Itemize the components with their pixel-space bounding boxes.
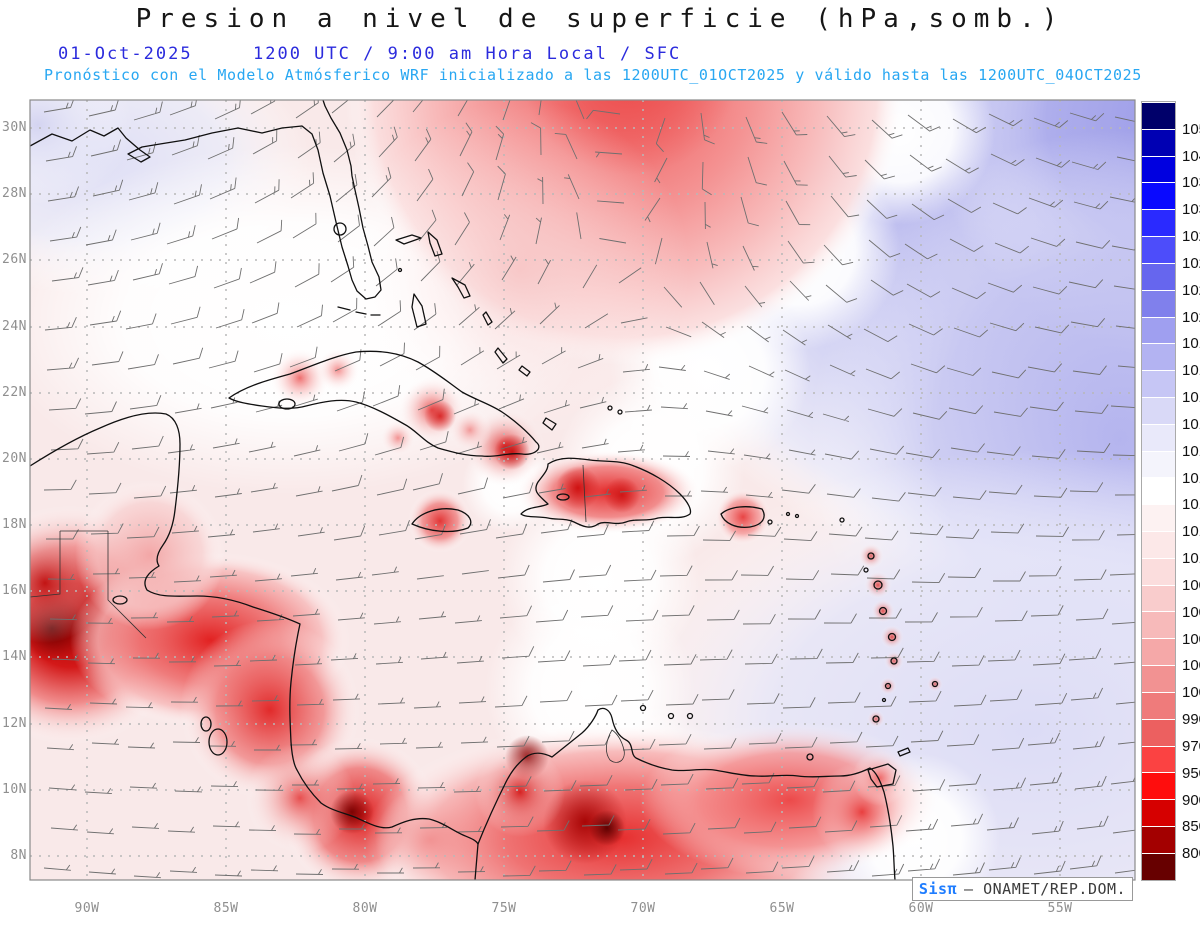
lat-label: 10N [2, 782, 27, 797]
colorbar-segment [1142, 450, 1175, 478]
lat-label: 22N [2, 385, 27, 400]
colorbar-label: 1012 [1182, 523, 1200, 541]
borders-layer [30, 464, 625, 763]
colorbar-segment [1142, 611, 1175, 639]
colorbar-segment [1142, 718, 1175, 746]
lon-label: 80W [352, 901, 378, 916]
colorbar-label: 1025 [1182, 254, 1200, 272]
colorbar-label: 1016 [1182, 415, 1200, 433]
colorbar-label: 1000 [1182, 684, 1200, 702]
colorbar-segment [1142, 423, 1175, 451]
colorbar-segment [1142, 343, 1175, 371]
colorbar-segment [1142, 638, 1175, 666]
colorbar-segment [1142, 665, 1175, 692]
colorbar-label: 1019 [1182, 335, 1200, 353]
lat-label: 16N [2, 583, 27, 598]
lat-label: 28N [2, 186, 27, 201]
colorbar-segment [1142, 477, 1175, 505]
colorbar-label: 900 [1182, 791, 1200, 809]
coastlines-layer [30, 100, 939, 880]
colorbar-segment [1142, 155, 1175, 183]
colorbar-segment [1142, 236, 1175, 263]
lon-label: 90W [74, 901, 100, 916]
lon-label: 60W [908, 901, 934, 916]
colorbar-label: 1002 [1182, 657, 1200, 675]
lon-label: 85W [213, 901, 239, 916]
colorbar-label: 1014 [1182, 469, 1200, 487]
colorbar-segment [1142, 182, 1175, 210]
lat-label: 24N [2, 319, 27, 334]
colorbar-segment [1142, 531, 1175, 558]
attribution-box: Sisπ — ONAMET/REP.DOM. [912, 877, 1133, 901]
lon-label: 55W [1047, 901, 1073, 916]
colorbar-label: 1006 [1182, 603, 1200, 621]
colorbar-segment [1142, 262, 1175, 290]
colorbar-label: 1017 [1182, 389, 1200, 407]
page-title: Presion a nivel de superficie (hPa,somb.… [135, 4, 1065, 34]
grid-layer [30, 100, 1135, 880]
colorbar-label: 1015 [1182, 442, 1200, 460]
forecast-description: Pronóstico con el Modelo Atmósferico WRF… [44, 66, 1142, 84]
colorbar-segment [1142, 799, 1175, 826]
colorbar-segment [1142, 396, 1175, 424]
colorbar-label: 1040 [1182, 147, 1200, 165]
colorbar-segment [1142, 852, 1175, 880]
colorbar-segment [1142, 209, 1175, 237]
colorbar-label: 950 [1182, 764, 1200, 782]
lon-label: 65W [769, 901, 795, 916]
colorbar-segment [1142, 316, 1175, 344]
attribution-brand: Sisπ [918, 880, 958, 898]
colorbar-label: 1035 [1182, 174, 1200, 192]
colorbar-label: 1004 [1182, 630, 1200, 648]
colorbar-segment [1142, 584, 1175, 612]
colorbar-label: 1030 [1182, 201, 1200, 219]
lat-label: 20N [2, 451, 27, 466]
lat-label: 18N [2, 517, 27, 532]
colorbar-label: 850 [1182, 818, 1200, 836]
lat-label: 14N [2, 649, 27, 664]
colorbar-segment [1142, 691, 1175, 719]
map-frame [29, 99, 1136, 881]
lon-label: 75W [491, 901, 517, 916]
colorbar-label: 1022 [1182, 281, 1200, 299]
colorbar-segment [1142, 745, 1175, 773]
colorbar-label: 800 [1182, 845, 1200, 863]
colorbar-segment [1142, 825, 1175, 853]
pressure-colorbar [1141, 101, 1176, 881]
colorbar-label: 1020 [1182, 308, 1200, 326]
colorbar-segment [1142, 504, 1175, 531]
colorbar-label: 1013 [1182, 496, 1200, 514]
lat-label: 12N [2, 716, 27, 731]
colorbar-segment [1142, 289, 1175, 317]
colorbar-label: 990 [1182, 711, 1200, 729]
colorbar-segment [1142, 772, 1175, 800]
lat-label: 30N [2, 120, 27, 135]
colorbar-label: 1008 [1182, 576, 1200, 594]
colorbar-segment [1142, 370, 1175, 397]
forecast-time: 1200 UTC / 9:00 am Hora Local / SFC [253, 44, 682, 64]
lat-label: 8N [10, 848, 27, 863]
attribution-org: — ONAMET/REP.DOM. [964, 880, 1127, 898]
colorbar-segment [1142, 557, 1175, 585]
colorbar-segment [1142, 102, 1175, 129]
colorbar-label: 1050 [1182, 120, 1200, 138]
lat-label: 26N [2, 252, 27, 267]
forecast-date: 01-Oct-2025 [58, 44, 193, 64]
colorbar-segment [1142, 128, 1175, 156]
lon-label: 70W [630, 901, 656, 916]
colorbar-label: 970 [1182, 737, 1200, 755]
colorbar-label: 1018 [1182, 362, 1200, 380]
colorbar-label: 1028 [1182, 228, 1200, 246]
